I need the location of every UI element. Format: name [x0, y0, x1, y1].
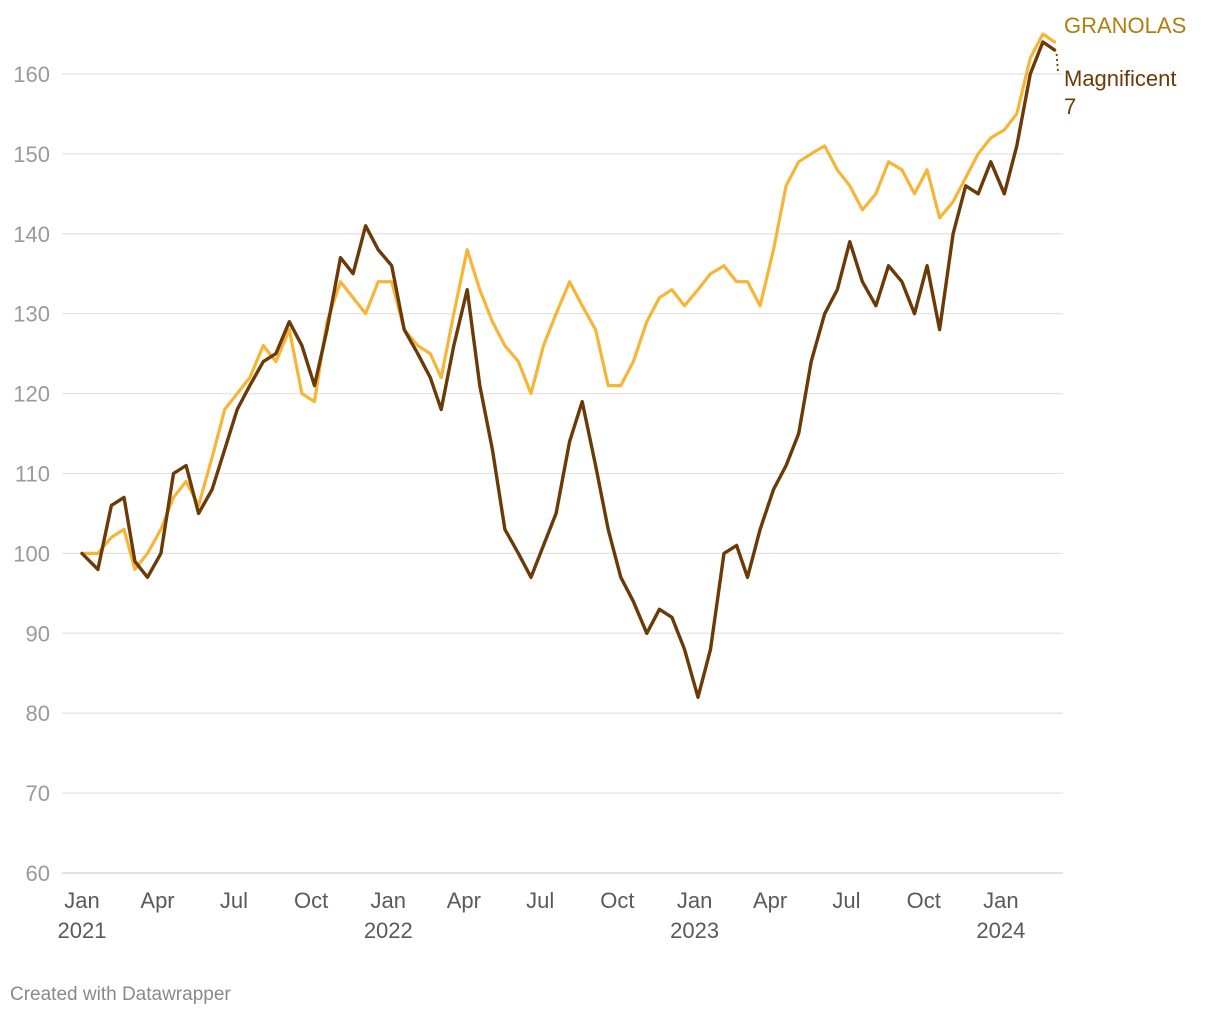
y-tick-label: 100: [13, 541, 50, 566]
x-tick-year-label: 2021: [58, 918, 107, 943]
series-line-magnificent-7: [80, 40, 1057, 699]
x-tick-label: Jan: [983, 888, 1018, 913]
y-axis-ticks: 60 70 80 90 100 110 120 130 140 150 160: [13, 62, 50, 886]
x-tick-year-label: 2023: [670, 918, 719, 943]
x-tick-label: Jan: [371, 888, 406, 913]
series-label-line: Magnificent: [1064, 66, 1177, 91]
x-tick-label: Oct: [907, 888, 941, 913]
series-labels: GRANOLAS Magnificent 7: [1055, 13, 1186, 119]
credit-text: Created with Datawrapper: [10, 984, 231, 1005]
x-tick-label: Apr: [753, 888, 787, 913]
series-line-granolas: [80, 32, 1057, 571]
x-tick-label: Oct: [600, 888, 634, 913]
x-tick-label: Jan: [64, 888, 99, 913]
y-tick-label: 90: [26, 621, 50, 646]
y-tick-label: 70: [26, 781, 50, 806]
magnificent-7-label-connector: [1055, 53, 1059, 73]
y-tick-label: 120: [13, 382, 50, 407]
x-tick-label: Jan: [677, 888, 712, 913]
x-tick-label: Apr: [447, 888, 481, 913]
x-tick-label: Jul: [220, 888, 248, 913]
line-chart: 60 70 80 90 100 110 120 130 140 150 160 Jan 2021 Apr…: [13, 13, 1186, 943]
series-lines: [80, 32, 1057, 699]
x-tick-label: Jul: [832, 888, 860, 913]
series-label-granolas: GRANOLAS: [1064, 13, 1186, 38]
y-tick-label: 110: [15, 461, 50, 486]
y-tick-label: 160: [13, 62, 50, 87]
y-tick-label: 130: [13, 302, 50, 327]
y-tick-label: 80: [26, 701, 50, 726]
x-tick-year-label: 2022: [364, 918, 413, 943]
x-tick-label: Oct: [294, 888, 328, 913]
x-axis-ticks: Jan 2021 Apr Jul Oct Jan 2022 Apr Jul Oct Jan 2023 A…: [58, 888, 1026, 943]
x-tick-label: Apr: [140, 888, 174, 913]
x-tick-year-label: 2024: [976, 918, 1025, 943]
series-label-magnificent-7: Magnificent 7: [1064, 66, 1177, 119]
series-label-line: 7: [1064, 94, 1076, 119]
x-tick-label: Jul: [526, 888, 554, 913]
y-tick-label: 60: [26, 861, 50, 886]
y-tick-label: 150: [13, 142, 50, 167]
y-tick-label: 140: [13, 222, 50, 247]
